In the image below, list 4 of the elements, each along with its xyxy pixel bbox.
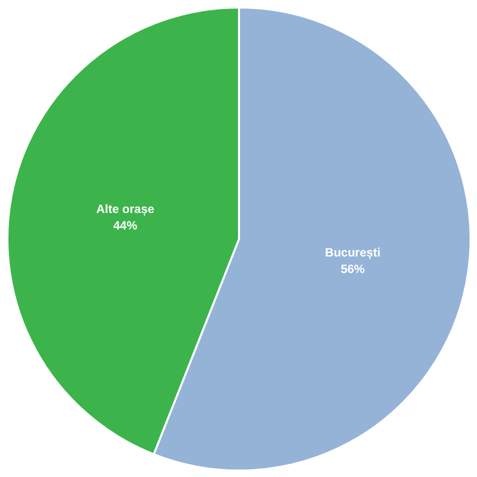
data-label: 56% [340, 262, 366, 276]
data-label: 44% [113, 218, 138, 233]
slice-label: București [325, 245, 380, 260]
slice-label: Alte orașe [96, 202, 155, 216]
